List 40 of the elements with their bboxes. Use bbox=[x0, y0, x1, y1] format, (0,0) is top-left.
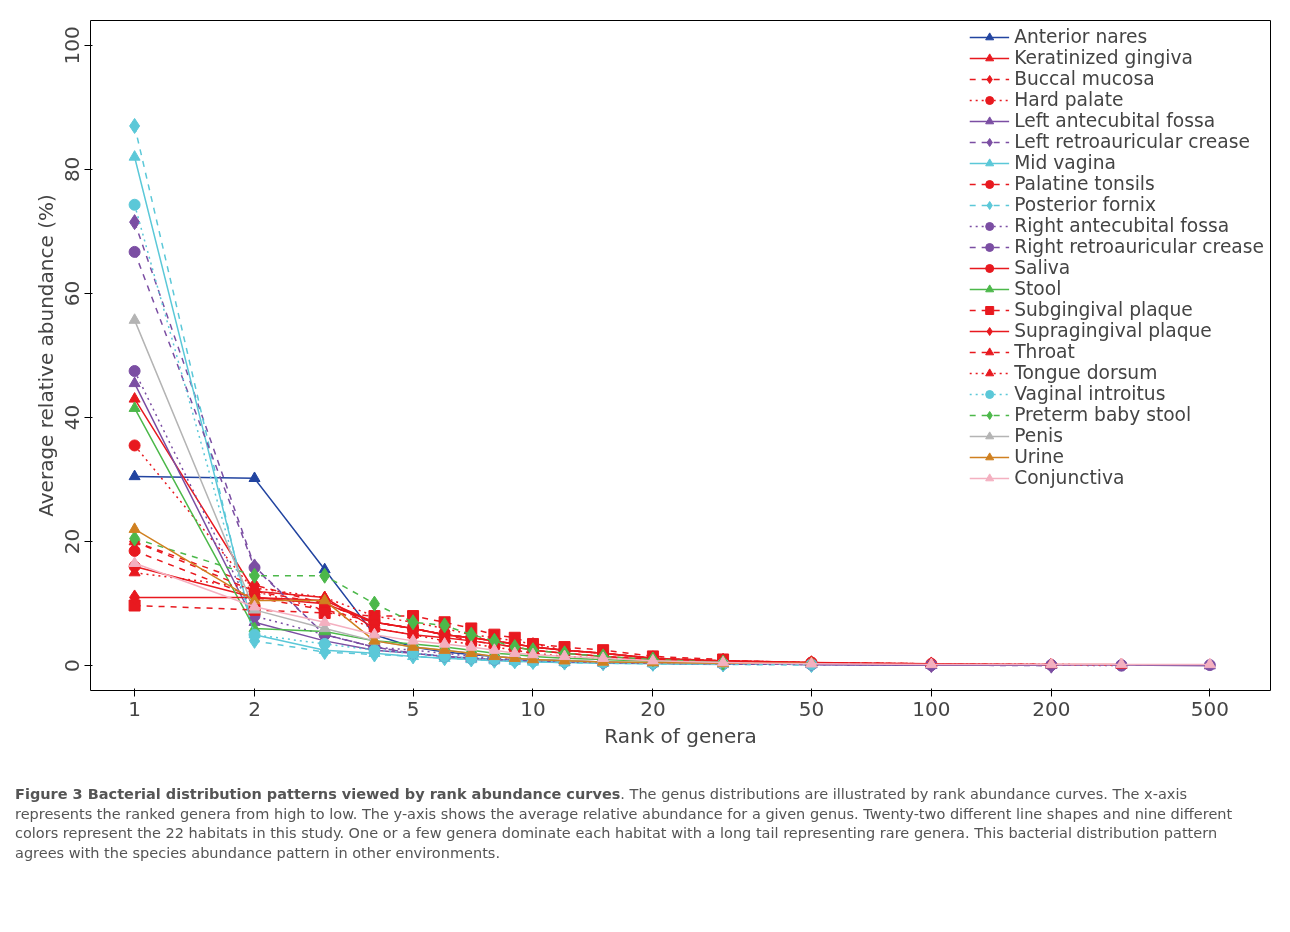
legend-label: Saliva bbox=[1014, 257, 1071, 278]
legend-label: Palatine tonsils bbox=[1014, 173, 1155, 194]
y-tick-label: 100 bbox=[60, 26, 85, 65]
legend-label: Conjunctiva bbox=[1014, 467, 1125, 488]
legend-label: Mid vagina bbox=[1014, 152, 1116, 173]
legend-label: Buccal mucosa bbox=[1014, 68, 1155, 89]
legend-label: Urine bbox=[1014, 446, 1064, 467]
legend-label: Left antecubital fossa bbox=[1014, 110, 1216, 131]
legend-label: Keratinized gingiva bbox=[1014, 47, 1193, 68]
x-tick-label: 1 bbox=[128, 696, 141, 721]
legend-label: Tongue dorsum bbox=[1014, 362, 1158, 383]
legend-label: Throat bbox=[1014, 341, 1075, 362]
y-tick-label: 80 bbox=[60, 156, 85, 183]
legend-label: Vaginal introitus bbox=[1014, 383, 1166, 404]
x-tick-label: 500 bbox=[1190, 696, 1229, 721]
x-tick-label: 2 bbox=[248, 696, 261, 721]
x-tick-label: 50 bbox=[798, 696, 825, 721]
text: Figure 3 Bacterial distribution patterns viewed by rank abundance curves bbox=[15, 786, 621, 802]
y-tick-label: 60 bbox=[60, 280, 85, 307]
x-tick-label: 5 bbox=[406, 696, 420, 721]
legend-label: Right antecubital fossa bbox=[1014, 215, 1230, 236]
x-tick-label: 20 bbox=[640, 696, 666, 721]
legend-label: Anterior nares bbox=[1014, 26, 1148, 47]
legend-label: Left retroauricular crease bbox=[1014, 131, 1250, 152]
legend-label: Hard palate bbox=[1014, 89, 1124, 110]
y-tick-label: 40 bbox=[60, 404, 85, 431]
legend-label: Supragingival plaque bbox=[1014, 320, 1212, 341]
x-tick-label: 100 bbox=[912, 696, 951, 721]
legend-label: Preterm baby stool bbox=[1014, 404, 1192, 425]
legend-label: Stool bbox=[1014, 278, 1062, 299]
legend-label: Posterior fornix bbox=[1014, 194, 1156, 215]
x-tick-label: 10 bbox=[520, 696, 546, 721]
x-axis-title: Rank of genera bbox=[604, 723, 757, 748]
legend-label: Right retroauricular crease bbox=[1014, 236, 1264, 257]
y-axis-title: Average relative abundance (%) bbox=[33, 194, 58, 517]
legend-label: Penis bbox=[1014, 425, 1063, 446]
legend-label: Subgingival plaque bbox=[1014, 299, 1193, 320]
x-tick-label: 200 bbox=[1032, 696, 1071, 721]
y-tick-label: 20 bbox=[60, 528, 85, 555]
y-tick-label: 0 bbox=[60, 659, 85, 673]
